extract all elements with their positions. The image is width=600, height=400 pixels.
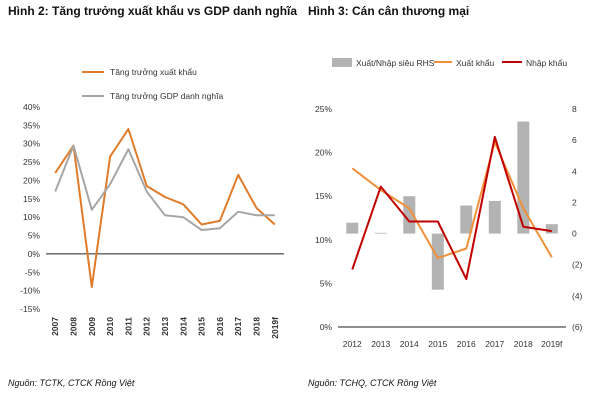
chart1-ytick-label: -5% <box>25 267 41 277</box>
chart1-ytick-label: 10% <box>23 212 40 222</box>
chart2-right-ytick-label: 2 <box>572 197 577 207</box>
chart2-balance-bar <box>488 200 501 234</box>
chart2-legend-label: Xuất khẩu <box>456 58 495 68</box>
chart1-ytick-label: 30% <box>23 139 40 149</box>
chart1-source: Nguồn: TCTK, CTCK Rồng Việt <box>8 378 135 388</box>
chart1-xtick-label: 2015 <box>197 317 207 336</box>
chart2-legend-swatch <box>332 58 352 67</box>
chart2-right-ytick-label: 0 <box>572 229 577 239</box>
chart1-legend-label: Tăng trưởng xuất khẩu <box>110 67 197 77</box>
chart2-left-ytick-label: 5% <box>320 278 333 288</box>
chart1-ytick-label: 20% <box>23 175 40 185</box>
chart1-xtick-label: 2017 <box>233 317 243 336</box>
chart1-xtick-label: 2011 <box>123 317 133 336</box>
chart2-right-ytick-label: (4) <box>572 291 583 301</box>
chart1-ytick-label: -15% <box>20 304 40 314</box>
chart2-xtick-label: 2014 <box>400 339 419 349</box>
chart1-ytick-label: 5% <box>28 231 41 241</box>
chart1-ytick-label: 40% <box>23 102 40 112</box>
chart2-right-ytick-label: 6 <box>572 135 577 145</box>
chart2-legend-label: Nhập khẩu <box>526 58 567 68</box>
chart1-xtick-label: 2018 <box>252 317 262 336</box>
chart2-balance-bar <box>460 205 473 234</box>
chart1-xtick-label: 2016 <box>215 317 225 336</box>
chart2-right-ytick-label: (6) <box>572 322 583 332</box>
chart1-xtick-label: 2012 <box>142 317 152 336</box>
chart2-left-ytick-label: 10% <box>315 235 332 245</box>
chart2-legend-label: Xuất/Nhập siêu RHS <box>356 58 435 68</box>
chart2-source: Nguồn: TCHQ, CTCK Rồng Việt <box>308 378 437 388</box>
chart2-balance-bar <box>346 222 359 234</box>
chart2-right-ytick-label: (2) <box>572 260 583 270</box>
chart1-xtick-label: 2008 <box>68 317 78 336</box>
chart2-balance-bar <box>431 233 444 290</box>
chart1-xtick-label: 2010 <box>105 317 115 336</box>
chart2-balance-bar <box>545 224 558 234</box>
chart2-xtick-label: 2017 <box>485 339 504 349</box>
chart2-xtick-label: 2012 <box>343 339 362 349</box>
chart1-ytick-label: 25% <box>23 157 40 167</box>
chart2-xtick-label: 2015 <box>428 339 447 349</box>
chart2-balance-bar <box>517 121 530 234</box>
chart1-xtick-label: 2007 <box>50 317 60 336</box>
chart1-ytick-label: 15% <box>23 194 40 204</box>
chart1-gdp-line <box>54 144 275 231</box>
chart2-xtick-label: 2016 <box>457 339 476 349</box>
chart1-ytick-label: 35% <box>23 120 40 130</box>
chart2-right-ytick-label: 8 <box>572 104 577 114</box>
chart1-ytick-label: -10% <box>20 286 40 296</box>
chart2-xtick-label: 2019f <box>541 339 563 349</box>
chart1-xtick-label: 2013 <box>160 317 170 336</box>
chart2-title: Hình 3: Cán cân thương mại <box>308 4 470 18</box>
chart2-left-ytick-label: 15% <box>315 191 332 201</box>
chart2-xtick-label: 2018 <box>514 339 533 349</box>
chart2-left-ytick-label: 25% <box>315 104 332 114</box>
chart1-xtick-label: 2019f <box>270 317 280 339</box>
chart2-xtick-label: 2013 <box>371 339 390 349</box>
chart2-left-ytick-label: 0% <box>320 322 333 332</box>
chart2-balance-bar <box>374 232 387 234</box>
chart1-title: Hình 2: Tăng trưởng xuất khẩu vs GDP dan… <box>8 4 298 18</box>
chart2-import-line <box>351 135 552 280</box>
chart1-export-line <box>54 128 276 288</box>
chart1-xtick-label: 2009 <box>87 317 97 336</box>
chart1-xtick-label: 2014 <box>178 317 188 336</box>
chart1-ytick-label: 0% <box>28 249 41 259</box>
chart2-left-ytick-label: 20% <box>315 148 332 158</box>
chart1-legend-label: Tăng trưởng GDP danh nghĩa <box>110 91 223 101</box>
chart2-right-ytick-label: 4 <box>572 166 577 176</box>
